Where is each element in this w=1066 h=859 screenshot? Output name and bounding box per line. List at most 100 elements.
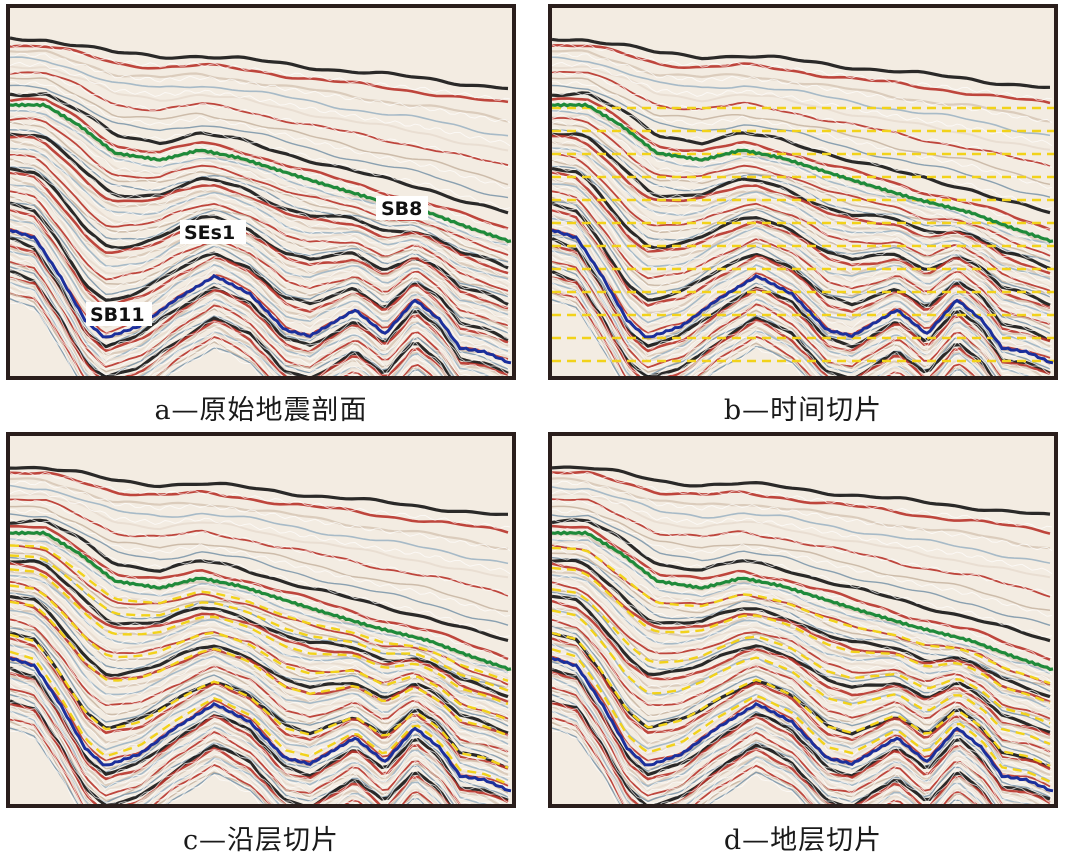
noise-trace [10,536,511,675]
reflector-event [10,44,509,104]
reflector-event [552,589,1051,722]
noise-trace [552,631,1053,768]
reflector-event [552,292,976,376]
noise-trace [552,642,1053,778]
stratal-slice-line [552,566,1051,704]
noise-trace [10,677,494,804]
reflector-event [10,298,427,376]
reflector-event [552,570,1051,704]
reflector-event [10,292,434,376]
reflector-event [552,244,1051,376]
reflector-event [10,195,509,330]
noise-trace [10,605,510,741]
reflector-event [10,71,509,166]
noise-trace [10,277,445,376]
horizon-sb11-line [10,656,512,793]
reflector-event [10,718,435,804]
noise-trace [552,593,1053,731]
noise-trace [552,663,1053,799]
reflector-event [10,644,509,781]
horizon-sb8-line [552,102,1054,244]
noise-trace [10,684,472,804]
reflector-event [552,518,1051,643]
reflector-event [10,589,509,722]
noise-trace [552,81,1053,189]
noise-trace [10,528,511,659]
caption-c: c—沿层切片 [182,825,340,856]
stratal-slice-line [552,546,1051,685]
noise-trace [552,696,995,804]
noise-trace [10,593,511,731]
reflector-event [552,477,1051,550]
noise-trace [552,268,995,376]
noise-trace [552,249,1036,376]
reflector-event [552,77,1051,186]
reflector-event [10,607,509,740]
noise-trace [552,691,999,804]
noise-trace [10,672,502,804]
noise-trace [552,52,1053,123]
noise-trace [10,197,511,335]
noise-trace [552,170,1053,308]
noise-trace [10,509,511,617]
noise-trace [10,140,511,276]
reflector-event [10,276,448,376]
noise-trace [10,42,511,101]
reflectors-c [10,465,511,804]
noise-trace [10,61,511,147]
noise-trace [552,282,982,376]
noise-trace [10,249,494,376]
noise-trace [10,244,502,376]
reflector-event [10,704,448,804]
noise-trace [10,235,511,371]
noise-trace [552,677,1036,804]
stratal-slice-line [552,648,1051,783]
noise-trace [10,701,449,804]
horizon-slice-line [10,584,509,721]
noise-trace [10,548,511,690]
noise-trace [552,256,1014,376]
reflector-event [552,514,1051,626]
noise-trace [10,631,511,768]
reflector-event [10,580,509,720]
noise-trace [10,273,449,376]
reflector-event [10,65,509,152]
noise-trace [552,667,1053,804]
reflector-event [552,282,985,376]
reflector-event [10,666,509,802]
horizon-slice-line [10,544,509,682]
reflector-event [10,710,442,804]
noise-trace [552,575,1053,711]
reflector-event [10,261,460,376]
noise-trace [10,239,511,376]
noise-trace [10,489,511,575]
noise-trace [552,197,1053,335]
horizon-sb11-line [552,228,1054,365]
horizon-slice-line [10,568,509,706]
label-sb11: SB11 [86,302,152,326]
noise-trace [552,605,1052,741]
reflector-event [552,577,1051,716]
reflector-event [552,558,1051,699]
panel-a-svg: SB8 SEs1 SB11 [10,36,512,376]
noise-trace [552,235,1053,371]
reflector-event [552,129,1051,263]
noise-trace [552,480,1053,551]
reflector-event [552,727,965,804]
reflector-event [552,196,1051,330]
reflector-event [552,642,1051,776]
horizon-sb11-line [552,656,1054,793]
seismic-panel-c [6,432,516,808]
noise-trace [552,710,982,804]
noise-trace [10,127,511,266]
reflector-event [10,117,509,256]
noise-trace [552,619,1053,755]
noise-trace [10,295,429,376]
reflectors-b [552,37,1053,376]
noise-trace [552,672,1044,804]
noise-trace [10,153,511,291]
reflector-event [552,132,1051,271]
noise-trace [10,691,457,804]
reflector-event [552,552,1051,687]
noise-trace [10,114,511,255]
